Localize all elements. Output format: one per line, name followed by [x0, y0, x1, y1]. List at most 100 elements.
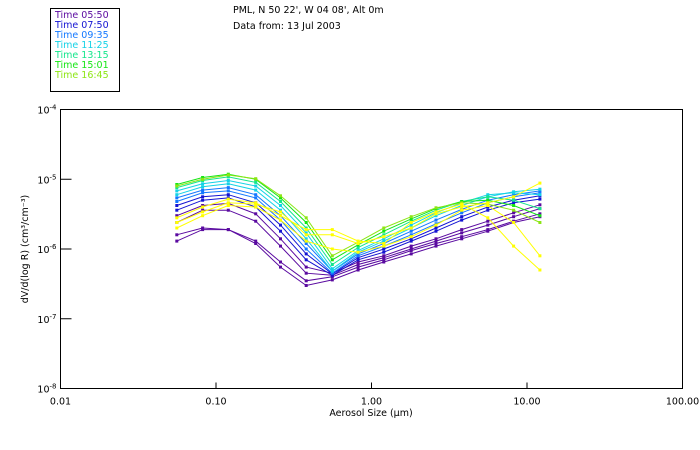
data-point — [409, 239, 413, 243]
data-point — [330, 233, 334, 237]
data-point — [356, 263, 360, 266]
legend-entry: Time 16:45 — [55, 70, 109, 81]
data-point — [304, 233, 308, 237]
data-point — [434, 210, 438, 214]
data-point — [434, 239, 438, 243]
data-point — [512, 193, 516, 197]
data-point — [226, 201, 230, 205]
data-point — [279, 237, 282, 241]
data-point — [226, 186, 230, 190]
data-point — [254, 180, 258, 184]
data-point — [279, 204, 282, 207]
data-point — [382, 242, 386, 245]
data-point — [254, 219, 258, 223]
data-point — [279, 196, 282, 200]
data-point — [254, 177, 258, 181]
data-point — [512, 215, 516, 219]
data-point — [434, 223, 438, 227]
x-tick-label: 0.01 — [50, 397, 71, 408]
data-point — [175, 204, 179, 207]
data-point — [175, 193, 179, 197]
data-point — [201, 208, 205, 212]
data-point — [304, 221, 308, 224]
data-point — [330, 258, 334, 262]
data-point — [304, 252, 308, 256]
data-point — [512, 198, 516, 202]
data-point — [226, 182, 230, 186]
data-point — [330, 269, 334, 273]
data-point — [356, 258, 360, 262]
data-point — [382, 254, 386, 258]
data-point — [226, 189, 230, 193]
data-point — [460, 215, 464, 219]
data-point — [201, 198, 205, 202]
data-point — [409, 221, 413, 224]
data-point — [434, 208, 438, 212]
y-tick-label: 10-6 — [37, 243, 57, 256]
data-point — [538, 207, 542, 211]
data-point — [254, 188, 258, 192]
data-point — [201, 210, 205, 214]
data-point — [538, 197, 542, 201]
data-point — [279, 194, 282, 198]
data-point — [486, 219, 490, 223]
data-point — [201, 176, 205, 179]
data-point — [382, 229, 386, 233]
data-point — [175, 196, 179, 200]
data-point — [279, 210, 282, 214]
data-point — [434, 218, 438, 222]
data-point — [538, 187, 542, 191]
data-point — [226, 228, 230, 232]
data-point — [382, 247, 386, 251]
data-point — [175, 239, 179, 243]
data-point — [434, 214, 438, 218]
data-point — [356, 252, 360, 256]
data-point — [409, 244, 413, 248]
data-point — [512, 244, 516, 248]
data-point — [304, 216, 308, 220]
data-point — [304, 265, 308, 269]
data-point — [304, 271, 308, 275]
data-point — [201, 188, 205, 192]
data-point — [382, 258, 386, 262]
data-point — [512, 195, 516, 199]
data-point — [512, 204, 516, 207]
series-group — [175, 172, 542, 287]
data-point — [356, 246, 360, 249]
x-tick-label: 1.00 — [361, 397, 382, 408]
data-point — [356, 242, 360, 245]
data-point — [175, 184, 179, 188]
data-point — [330, 267, 334, 271]
data-point — [538, 189, 542, 193]
legend-entry: Time 13:15 — [55, 50, 109, 61]
data-point — [201, 191, 205, 195]
data-point — [201, 195, 205, 199]
data-point — [486, 193, 490, 197]
data-point — [304, 279, 308, 283]
data-point — [538, 214, 542, 218]
data-point — [356, 254, 360, 258]
data-point — [254, 201, 258, 205]
data-point — [486, 195, 490, 199]
legend-entry: Time 05:50 — [55, 10, 109, 21]
legend-entry: Time 15:01 — [55, 60, 109, 71]
y-tick-label: 10-4 — [37, 104, 57, 117]
data-point — [304, 228, 308, 232]
data-point — [409, 215, 413, 219]
legend-entry: Time 11:25 — [55, 40, 109, 51]
data-point — [382, 237, 386, 241]
data-point — [434, 242, 438, 245]
x-tick-label: 10.00 — [513, 397, 540, 408]
data-point — [538, 254, 542, 258]
data-point — [304, 226, 308, 230]
y-tick-label: 10-7 — [37, 313, 56, 326]
chart-subtitle: Data from: 13 Jul 2003 — [233, 21, 341, 32]
data-point — [460, 235, 464, 239]
data-point — [226, 175, 230, 179]
chart-title: PML, N 50 22', W 04 08', Alt 0m — [233, 5, 384, 16]
series — [175, 204, 542, 258]
data-point — [409, 247, 413, 251]
data-point — [175, 186, 179, 190]
legend: Time 05:50 Time 07:50 Time 09:35 Time 11… — [50, 8, 120, 92]
y-tick-label: 10-8 — [37, 383, 56, 396]
